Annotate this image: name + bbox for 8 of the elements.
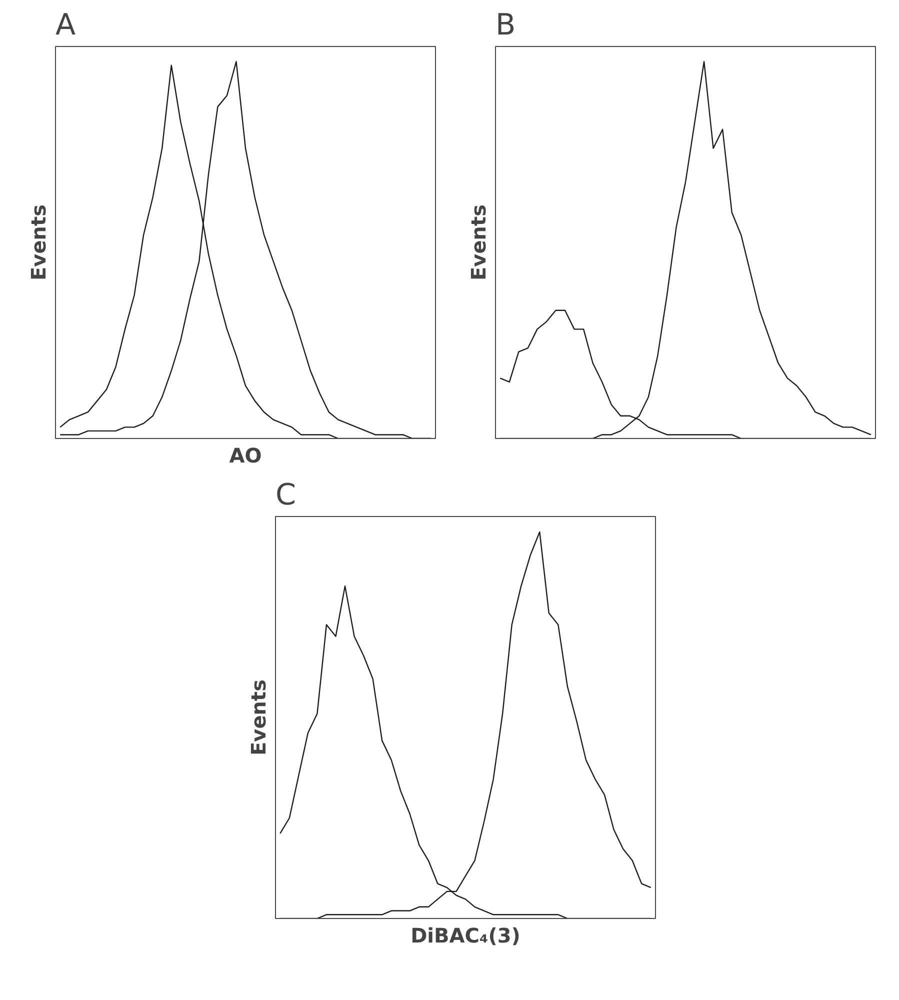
chart-title: B [496,8,516,42]
x-axis-title: DiBAC₄(3) [410,924,520,948]
chart-title: C [276,478,296,512]
x-axis-title: AO [229,444,262,468]
y-axis-title: Events [246,680,270,756]
y-axis-title: Events [26,204,50,280]
chart-title: A [56,8,76,42]
y-axis-title: Events [466,204,490,280]
